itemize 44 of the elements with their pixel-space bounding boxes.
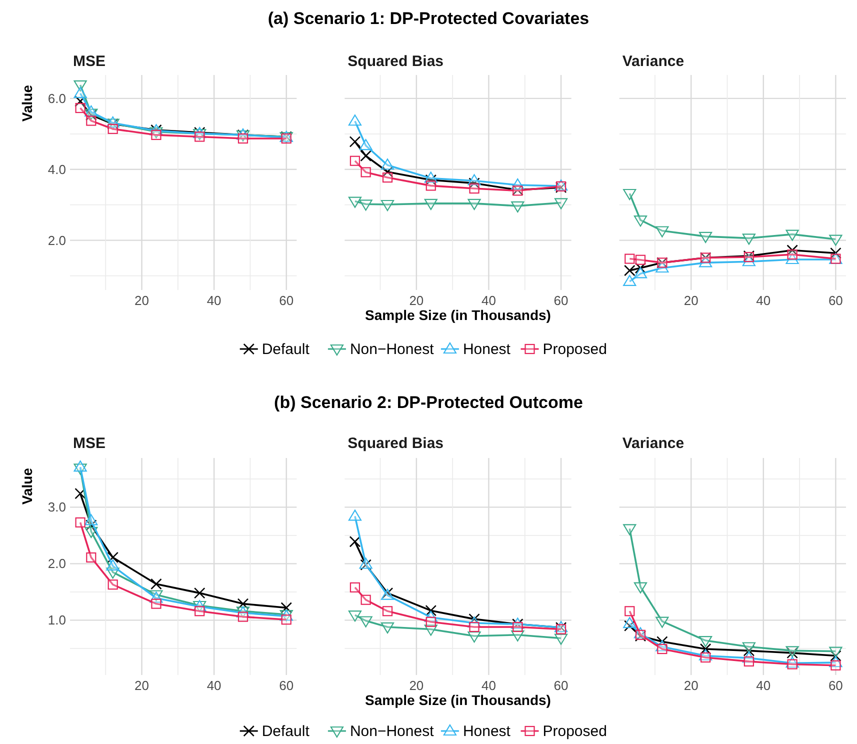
x-tick-label: 20 xyxy=(684,678,698,693)
x-tick-label: 60 xyxy=(828,293,843,308)
legend-label: Non−Honest xyxy=(350,341,435,358)
x-tick-label: 20 xyxy=(134,293,149,308)
x-tick-label: 60 xyxy=(828,678,843,693)
y-tick-label: 6.0 xyxy=(48,90,66,106)
y-tick-label: 3.0 xyxy=(48,500,66,515)
x-tick-label: 40 xyxy=(756,293,771,308)
chart-title: Variance xyxy=(622,435,684,452)
x-tick-label: 60 xyxy=(554,678,568,693)
x-tick-label: 40 xyxy=(481,293,496,308)
x-tick-label: 20 xyxy=(134,678,149,693)
y-tick-label: 2.0 xyxy=(48,232,66,248)
x-tick-label: 60 xyxy=(554,293,568,308)
chart-title: MSE xyxy=(73,435,106,452)
legend-label: Proposed xyxy=(542,341,607,358)
legend-label: Honest xyxy=(462,723,512,740)
legend-label: Proposed xyxy=(542,723,607,740)
text: (b) Scenario 2: DP-Protected Outcome xyxy=(274,393,583,412)
text: (a) Scenario 1: DP-Protected Covariates xyxy=(268,9,590,28)
x-axis-title: Sample Size (in Thousands) xyxy=(365,307,551,323)
y-tick-label: 4.0 xyxy=(48,162,66,177)
x-tick-label: 40 xyxy=(481,678,496,693)
x-tick-label: 60 xyxy=(279,293,294,308)
y-tick-label: 1.0 xyxy=(48,612,66,628)
x-tick-label: 20 xyxy=(409,678,424,693)
x-tick-label: 40 xyxy=(206,678,222,693)
x-tick-label: 40 xyxy=(206,293,222,308)
legend-label: Default xyxy=(262,341,310,358)
x-tick-label: 20 xyxy=(684,293,698,308)
chart-title: Squared Bias xyxy=(348,435,444,452)
chart-title: Squared Bias xyxy=(348,53,444,70)
y-tick-label: 2.0 xyxy=(48,556,66,572)
legend-label: Honest xyxy=(462,341,512,358)
chart-title: MSE xyxy=(73,53,106,70)
legend-label: Default xyxy=(262,723,310,740)
x-axis-title: Sample Size (in Thousands) xyxy=(365,692,551,708)
x-tick-label: 20 xyxy=(409,293,424,308)
x-tick-label: 40 xyxy=(756,678,771,693)
x-tick-label: 60 xyxy=(279,678,294,693)
legend-label: Non−Honest xyxy=(350,723,435,740)
y-axis-title: Value xyxy=(19,84,35,122)
y-axis-title: Value xyxy=(19,468,35,505)
chart-title: Variance xyxy=(622,53,684,70)
